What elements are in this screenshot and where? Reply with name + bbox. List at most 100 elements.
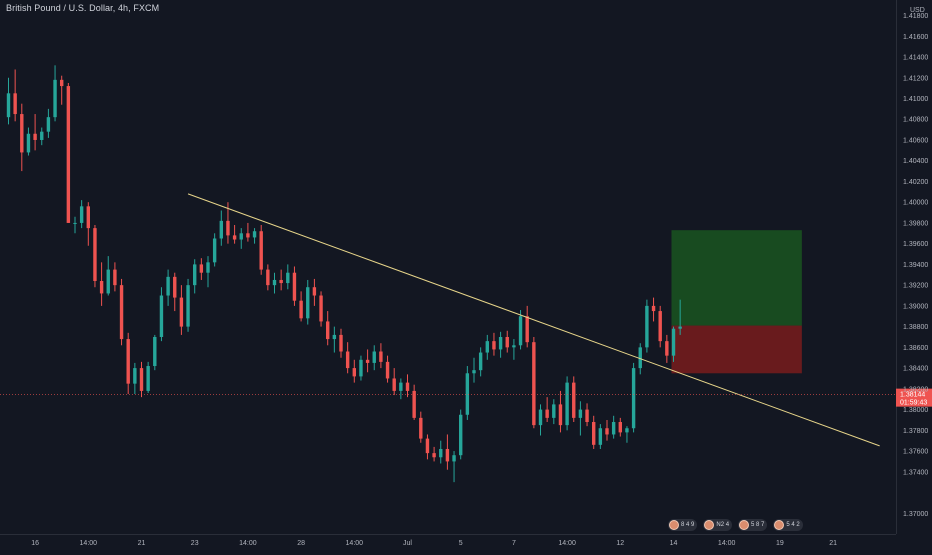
candle-body (199, 264, 204, 273)
candle-body (538, 409, 543, 426)
candle-body (40, 131, 44, 140)
candle-body (93, 228, 97, 281)
time-tick-label: 5 (459, 540, 463, 547)
price-tick-label: 1.39400 (903, 262, 928, 269)
price-tick-label: 1.39800 (903, 220, 928, 227)
loss-zone (671, 325, 802, 374)
candle-body (412, 390, 416, 418)
candle-body (206, 262, 210, 273)
candle-body (605, 428, 609, 435)
candle-body (392, 378, 396, 391)
idea-chip[interactable]: 5 8 7 (738, 519, 768, 531)
candle-body (665, 341, 669, 356)
time-tick-label: 14 (670, 540, 678, 547)
time-tick-label: Jul (403, 540, 412, 547)
candle-body (658, 311, 662, 342)
candle-body (598, 428, 603, 445)
candle-body (79, 206, 84, 223)
candle-body (326, 321, 330, 340)
candle-body (126, 339, 130, 384)
candle-body (651, 305, 656, 312)
price-tick-label: 1.38600 (903, 345, 928, 352)
price-tick-label: 1.37600 (903, 449, 928, 456)
idea-chip[interactable]: 8 4 9 (668, 519, 698, 531)
candle-body (53, 79, 57, 118)
candle-body (146, 366, 150, 391)
avatar-icon (739, 520, 750, 530)
candle-body (419, 417, 423, 439)
price-tick-label: 1.38400 (903, 366, 928, 373)
candle-body (339, 334, 343, 352)
candle-body (46, 117, 51, 132)
candle-body (452, 455, 456, 462)
candle-body (645, 305, 649, 348)
candle-body (20, 114, 24, 153)
avatar-icon (704, 520, 715, 530)
candle-body (246, 233, 250, 238)
price-tick-label: 1.39600 (903, 241, 928, 248)
candle-body (319, 295, 323, 322)
price-tick-label: 1.41600 (903, 34, 928, 41)
candle-body (552, 404, 556, 418)
candle-body (139, 368, 144, 391)
candle-body (365, 359, 370, 363)
candle-body (286, 272, 290, 284)
time-tick-label: 14:00 (346, 540, 364, 547)
candle-body (518, 316, 523, 346)
idea-chip[interactable]: 5 4 2 (773, 519, 803, 531)
candle-body (352, 368, 356, 377)
candle-body (212, 238, 217, 263)
candle-body (638, 347, 642, 369)
idea-badge: 8 4 9 (681, 522, 695, 528)
candle-body (498, 336, 503, 350)
candle-body (445, 448, 450, 462)
trendline-layer (187, 193, 880, 447)
candle-body (678, 326, 682, 329)
price-tick-label: 1.41400 (903, 55, 928, 62)
candle-body (279, 279, 283, 284)
candle-body (618, 422, 622, 433)
candle-body (113, 269, 117, 286)
candle-body (179, 297, 184, 327)
candle-body (239, 233, 243, 240)
candle-body (379, 351, 383, 362)
candle-body (60, 79, 64, 87)
candle-body (532, 342, 536, 426)
candle-body (631, 368, 636, 429)
time-tick-label: 14:00 (558, 540, 576, 547)
candle-body (272, 279, 277, 286)
candle-body (99, 280, 104, 294)
candle-body (345, 351, 350, 369)
price-tick-label: 1.38200 (903, 386, 928, 393)
price-tick-label: 1.40000 (903, 200, 928, 207)
candle-body (472, 370, 476, 374)
price-tick-label: 1.37400 (903, 469, 928, 476)
candle-body (306, 287, 310, 319)
time-tick-label: 21 (138, 540, 146, 547)
candle-body (671, 328, 676, 356)
idea-chip[interactable]: N2 4 (703, 519, 733, 531)
idea-badge: 5 8 7 (751, 522, 765, 528)
candle-body (66, 86, 71, 223)
long-position-tool (671, 230, 802, 374)
candle-body (186, 285, 190, 327)
candle-body (133, 368, 137, 384)
candle-body (572, 382, 576, 418)
candle-body (26, 133, 31, 153)
price-tick-label: 1.40200 (903, 179, 928, 186)
candle-body (153, 336, 157, 367)
price-tick-label: 1.39000 (903, 303, 928, 310)
price-tick-label: 1.38000 (903, 407, 928, 414)
candle-body (399, 382, 403, 391)
symbol-title: British Pound / U.S. Dollar, 4h, FXCM (6, 3, 160, 13)
time-tick-label: 14:00 (239, 540, 257, 547)
time-tick-label: 14:00 (718, 540, 736, 547)
candle-body (592, 422, 596, 445)
price-tick-label: 1.37000 (903, 511, 928, 518)
candle-body (385, 361, 390, 379)
candle-body (585, 409, 589, 423)
price-axis: 1.37000 1.37400 1.37600 1.37800 1.38000 1.382… (903, 7, 928, 518)
